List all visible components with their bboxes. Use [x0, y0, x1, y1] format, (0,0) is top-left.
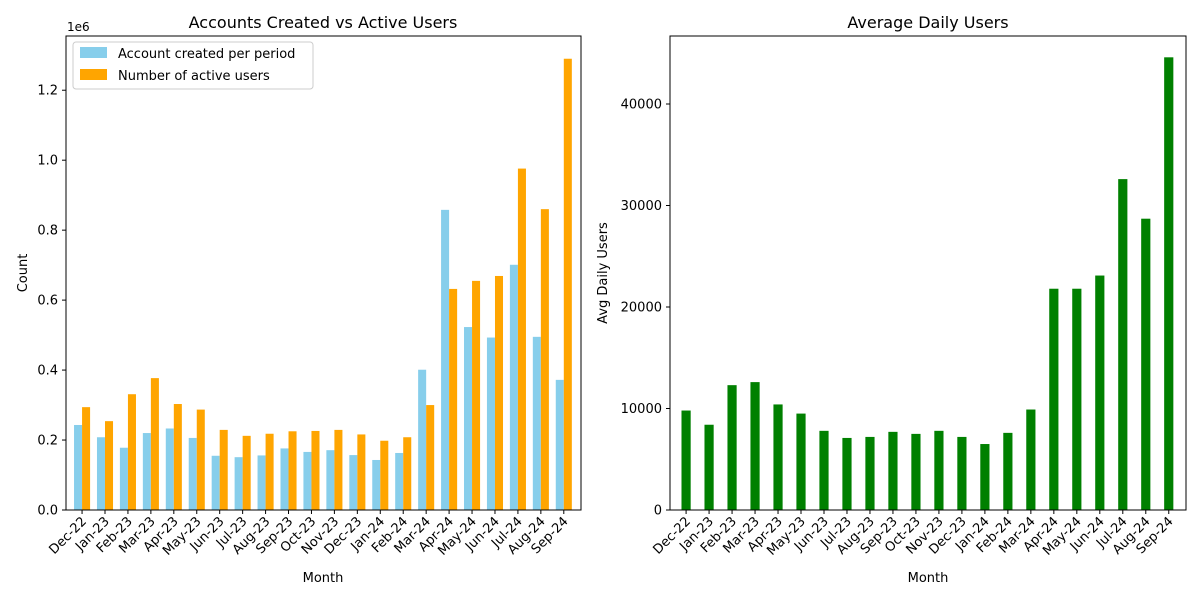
accounts-bar-created-sep-23 — [280, 448, 289, 510]
legend-frame — [72, 41, 314, 90]
accounts-y-tick-label: 0.0 — [37, 504, 58, 519]
avg-daily-users-bar-jan-23 — [704, 424, 714, 510]
avg-daily-users-bars — [681, 57, 1174, 511]
accounts-bar-active-jul-23 — [242, 435, 251, 510]
legend-label-accounts-created: Account created per period — [118, 47, 295, 62]
accounts-bar-active-apr-24 — [449, 288, 458, 510]
avg-daily-users-bar-sep-23 — [888, 431, 898, 510]
accounts-bar-created-aug-23 — [257, 455, 266, 510]
accounts-bar-active-aug-23 — [265, 433, 274, 510]
accounts-y-offset-label: 1e6 — [67, 20, 90, 34]
accounts-y-tick-label: 0.2 — [37, 434, 58, 449]
accounts-y-tick-label: 0.6 — [37, 294, 58, 309]
avg-daily-users-bar-jul-23 — [842, 437, 852, 510]
accounts-bar-created-dec-22 — [74, 424, 83, 510]
avg-daily-users-y-tick-label: 30000 — [621, 199, 662, 214]
avg-daily-users-bar-dec-22 — [681, 410, 691, 510]
accounts-legend: Account created per period Number of act… — [72, 41, 314, 90]
accounts-bar-created-apr-24 — [441, 209, 450, 511]
accounts-bar-created-may-23 — [188, 437, 197, 510]
avg-daily-users-bar-oct-23 — [911, 433, 921, 510]
avg-daily-users-bar-jul-24 — [1118, 179, 1128, 511]
legend-swatch-accounts-created — [80, 47, 107, 58]
accounts-y-tick-label: 0.8 — [37, 224, 58, 239]
accounts-bar-created-mar-24 — [418, 369, 427, 510]
accounts-chart: 0.00.20.40.60.81.01.2Dec-22Jan-23Feb-23M… — [16, 13, 582, 586]
accounts-bars — [74, 58, 572, 511]
avg-daily-users-bar-apr-23 — [773, 404, 783, 510]
accounts-bar-created-oct-23 — [303, 451, 312, 510]
accounts-bar-created-mar-23 — [142, 433, 151, 510]
accounts-x-axis-label: Month — [303, 571, 344, 586]
accounts-bar-active-dec-23 — [357, 434, 366, 510]
accounts-bar-active-aug-24 — [540, 209, 549, 510]
avg-daily-users-bar-dec-23 — [957, 436, 967, 510]
accounts-bar-created-dec-23 — [349, 455, 358, 510]
accounts-bar-active-mar-23 — [150, 378, 159, 510]
avg-daily-users-y-tick-label: 20000 — [621, 301, 662, 316]
avg-daily-users-bar-feb-24 — [1003, 432, 1013, 510]
avg-daily-users-y-tick-label: 40000 — [621, 98, 662, 113]
avg-daily-users-bar-aug-23 — [865, 436, 875, 510]
accounts-bar-created-jul-23 — [234, 457, 243, 510]
avg-daily-users-y-tick-label: 0 — [654, 504, 662, 519]
avg-daily-users-bar-jan-24 — [980, 444, 990, 510]
accounts-y-tick-label: 0.4 — [37, 364, 58, 379]
accounts-bar-created-jul-24 — [509, 264, 518, 510]
legend-label-active-users: Number of active users — [118, 69, 270, 84]
avg-daily-users-x-axis-label: Month — [908, 571, 949, 586]
accounts-bar-created-feb-24 — [395, 452, 404, 510]
avg-daily-users-bar-sep-24 — [1164, 57, 1174, 511]
accounts-bar-created-may-24 — [464, 327, 473, 510]
accounts-y-tick-label: 1.2 — [37, 84, 58, 99]
accounts-bar-active-jun-24 — [494, 275, 504, 510]
accounts-bar-created-jan-24 — [372, 459, 381, 510]
accounts-bar-created-aug-24 — [532, 336, 541, 510]
accounts-bar-created-feb-23 — [119, 447, 128, 510]
accounts-bar-active-sep-23 — [288, 431, 297, 510]
avg-daily-users-bar-feb-23 — [727, 385, 737, 510]
accounts-bar-active-jan-24 — [380, 440, 389, 510]
avg-daily-users-plot-frame — [669, 35, 1187, 511]
avg-daily-users-bar-mar-23 — [750, 382, 760, 510]
accounts-bar-active-jun-23 — [219, 429, 228, 510]
avg-daily-users-bar-jun-23 — [819, 430, 829, 510]
accounts-bar-created-jan-23 — [96, 437, 105, 510]
accounts-bar-active-may-24 — [472, 280, 481, 510]
accounts-bar-active-jan-23 — [105, 421, 114, 510]
avg-daily-users-y-axis-label: Avg Daily Users — [596, 222, 611, 324]
accounts-bar-created-nov-23 — [326, 450, 335, 510]
legend-swatch-active-users — [80, 69, 107, 80]
accounts-bar-active-sep-24 — [563, 58, 572, 511]
accounts-chart-title: Accounts Created vs Active Users — [189, 13, 458, 32]
accounts-bar-active-may-23 — [196, 409, 205, 510]
accounts-bar-active-feb-24 — [403, 437, 412, 510]
avg-daily-users-bar-may-23 — [796, 413, 806, 510]
accounts-bar-active-nov-23 — [334, 429, 343, 510]
accounts-bar-created-jun-24 — [486, 337, 495, 510]
accounts-bar-created-apr-23 — [165, 428, 174, 510]
accounts-y-tick-label: 1.0 — [37, 154, 58, 169]
avg-daily-users-bar-jun-24 — [1095, 275, 1105, 510]
accounts-bar-created-jun-23 — [211, 455, 220, 510]
avg-daily-users-bar-may-24 — [1072, 288, 1082, 510]
avg-daily-users-chart-title: Average Daily Users — [847, 13, 1008, 32]
accounts-bar-active-mar-24 — [426, 405, 435, 510]
accounts-plot-frame — [65, 35, 582, 511]
accounts-y-axis-label: Count — [16, 254, 31, 293]
accounts-bar-active-feb-23 — [127, 394, 136, 510]
accounts-bar-active-oct-23 — [311, 430, 320, 510]
accounts-bar-active-apr-23 — [173, 404, 182, 510]
accounts-bar-created-sep-24 — [555, 379, 564, 510]
avg-daily-users-bar-aug-24 — [1141, 218, 1151, 510]
accounts-bar-active-dec-22 — [82, 407, 91, 510]
avg-daily-users-bar-apr-24 — [1049, 288, 1059, 510]
avg-daily-users-bar-mar-24 — [1026, 409, 1036, 510]
accounts-bar-active-jul-24 — [517, 168, 526, 510]
avg-daily-users-y-tick-label: 10000 — [621, 402, 662, 417]
avg-daily-users-bar-nov-23 — [934, 430, 944, 510]
